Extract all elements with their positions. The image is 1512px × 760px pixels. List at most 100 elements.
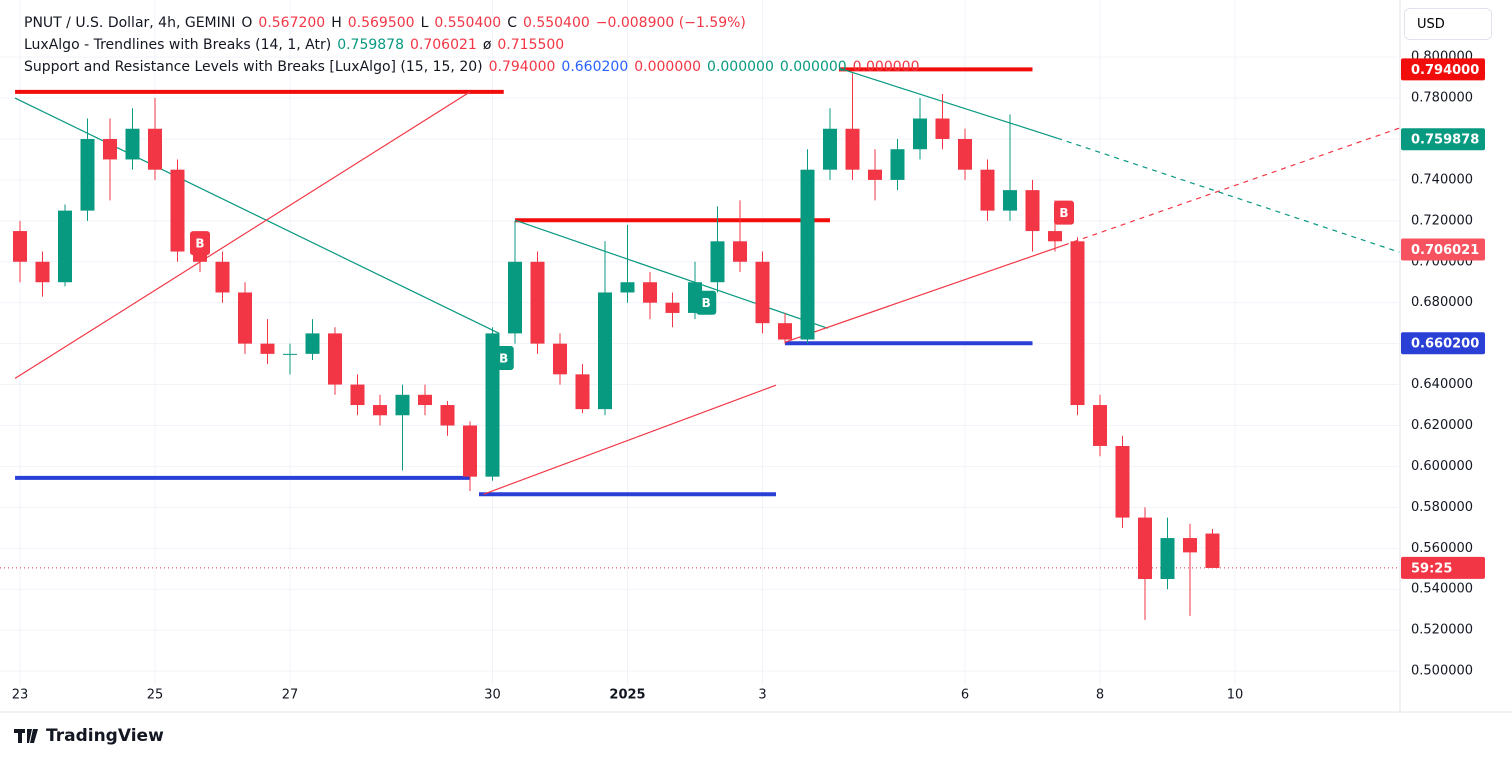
- y-tick-label: 0.540000: [1411, 582, 1473, 597]
- candle-body: [350, 384, 365, 406]
- candle-body: [1070, 241, 1085, 406]
- trendline: [784, 244, 1065, 343]
- candle-body: [170, 169, 185, 252]
- break-label: B: [195, 237, 204, 251]
- candle-body: [1115, 445, 1130, 518]
- legend-item: 0.000000: [779, 59, 847, 75]
- candle-body: [755, 261, 770, 324]
- candle-body: [935, 118, 950, 139]
- candle-body: [305, 333, 320, 354]
- candle-body: [103, 138, 117, 160]
- price-badge-label: 0.759878: [1411, 133, 1479, 148]
- x-tick-label: 8: [1096, 688, 1104, 703]
- x-tick-label: 30: [484, 688, 501, 703]
- candle-body: [733, 241, 747, 262]
- candle-body: [418, 394, 432, 406]
- candle-body: [643, 282, 657, 303]
- candle-body: [13, 231, 27, 262]
- candle-body: [193, 251, 207, 262]
- legend-item: 0.794000: [488, 59, 556, 75]
- price-badge-label: 59:25: [1411, 561, 1452, 576]
- candle-body: [80, 138, 95, 211]
- candle-body: [395, 394, 410, 416]
- candle-body: [1205, 533, 1220, 568]
- legend-item: O: [241, 15, 253, 31]
- legend-row: LuxAlgo - Trendlines with Breaks (14, 1,…: [24, 34, 925, 56]
- candle-body: [980, 169, 995, 211]
- y-tick-label: 0.500000: [1411, 664, 1473, 679]
- candle-body: [845, 128, 860, 170]
- candle-body: [1183, 538, 1197, 553]
- price-badge: [1401, 128, 1485, 151]
- legend-item: 0.550400: [522, 15, 590, 31]
- y-tick-label: 0.740000: [1411, 172, 1473, 187]
- x-tick-label: 23: [12, 688, 29, 703]
- legend-item: 0.715500: [497, 37, 565, 53]
- legend-item: 0.567200: [258, 15, 326, 31]
- candle-body: [800, 169, 815, 340]
- trendline: [14, 97, 500, 334]
- legend-item: 0.000000: [634, 59, 702, 75]
- candle-body: [710, 241, 725, 283]
- candle-body: [1048, 231, 1062, 242]
- candle-body: [508, 261, 522, 334]
- legend-item: ø: [482, 37, 492, 53]
- legend-item: LuxAlgo - Trendlines with Breaks (14, 1,…: [24, 37, 332, 53]
- y-tick-label: 0.560000: [1411, 541, 1473, 556]
- candle-body: [778, 323, 792, 340]
- candle-body: [1160, 538, 1175, 579]
- candle-body: [260, 343, 275, 354]
- candle-body: [890, 149, 905, 180]
- x-tick-label: 10: [1227, 688, 1244, 703]
- candle-body: [598, 292, 612, 410]
- candle-body: [1025, 190, 1040, 232]
- candle-body: [35, 261, 50, 283]
- price-badge-label: 0.660200: [1411, 337, 1479, 352]
- x-tick-label: 2025: [609, 688, 645, 703]
- x-tick-label: 6: [961, 688, 969, 703]
- logo[interactable]: TradingView: [14, 726, 164, 746]
- x-tick-label: 25: [147, 688, 164, 703]
- legend-item: H: [331, 15, 342, 31]
- legend-item: 0.706021: [410, 37, 477, 53]
- y-tick-label: 0.520000: [1411, 623, 1473, 638]
- legend-row: PNUT / U.S. Dollar, 4h, GEMINI O 0.567200 H…: [24, 12, 925, 34]
- price-badge: [1401, 238, 1485, 261]
- break-marker: [190, 231, 210, 256]
- trendline: [1057, 137, 1400, 253]
- x-tick-label: 3: [758, 688, 766, 703]
- y-tick-label: 0.780000: [1411, 91, 1473, 106]
- legend-row: Support and Resistance Levels with Break…: [24, 56, 925, 78]
- break-marker: [696, 290, 717, 315]
- candle-body: [58, 210, 72, 283]
- candle-body: [463, 425, 477, 477]
- currency-button[interactable]: USD: [1404, 8, 1492, 40]
- x-tick-label: 27: [282, 688, 299, 703]
- trendline: [483, 384, 777, 495]
- trendline: [514, 219, 828, 329]
- logo-text: TradingView: [46, 726, 164, 746]
- candle-body: [328, 333, 342, 385]
- candle-body: [575, 374, 590, 410]
- legend-item: C: [507, 15, 517, 31]
- candle-body: [665, 302, 680, 313]
- legend-item: 0.759878: [337, 37, 404, 53]
- break-marker: [493, 345, 514, 370]
- y-tick-label: 0.640000: [1411, 377, 1473, 392]
- legend-item: 0.000000: [707, 59, 774, 75]
- legend-item: −0.008900 (−1.59%): [595, 15, 746, 31]
- candle-body: [553, 343, 567, 375]
- legend-item: 0.550400: [434, 15, 502, 31]
- break-label: B: [499, 351, 508, 365]
- legend-item: 0.569500: [347, 15, 415, 31]
- candle-body: [1003, 190, 1017, 211]
- y-tick-label: 0.680000: [1411, 295, 1473, 310]
- legend-item: PNUT / U.S. Dollar, 4h, GEMINI: [24, 15, 236, 31]
- price-badge: [1401, 332, 1485, 355]
- price-badge: [1401, 58, 1485, 81]
- candle-body: [238, 292, 252, 344]
- candle-body: [620, 282, 635, 293]
- y-tick-label: 0.620000: [1411, 418, 1473, 433]
